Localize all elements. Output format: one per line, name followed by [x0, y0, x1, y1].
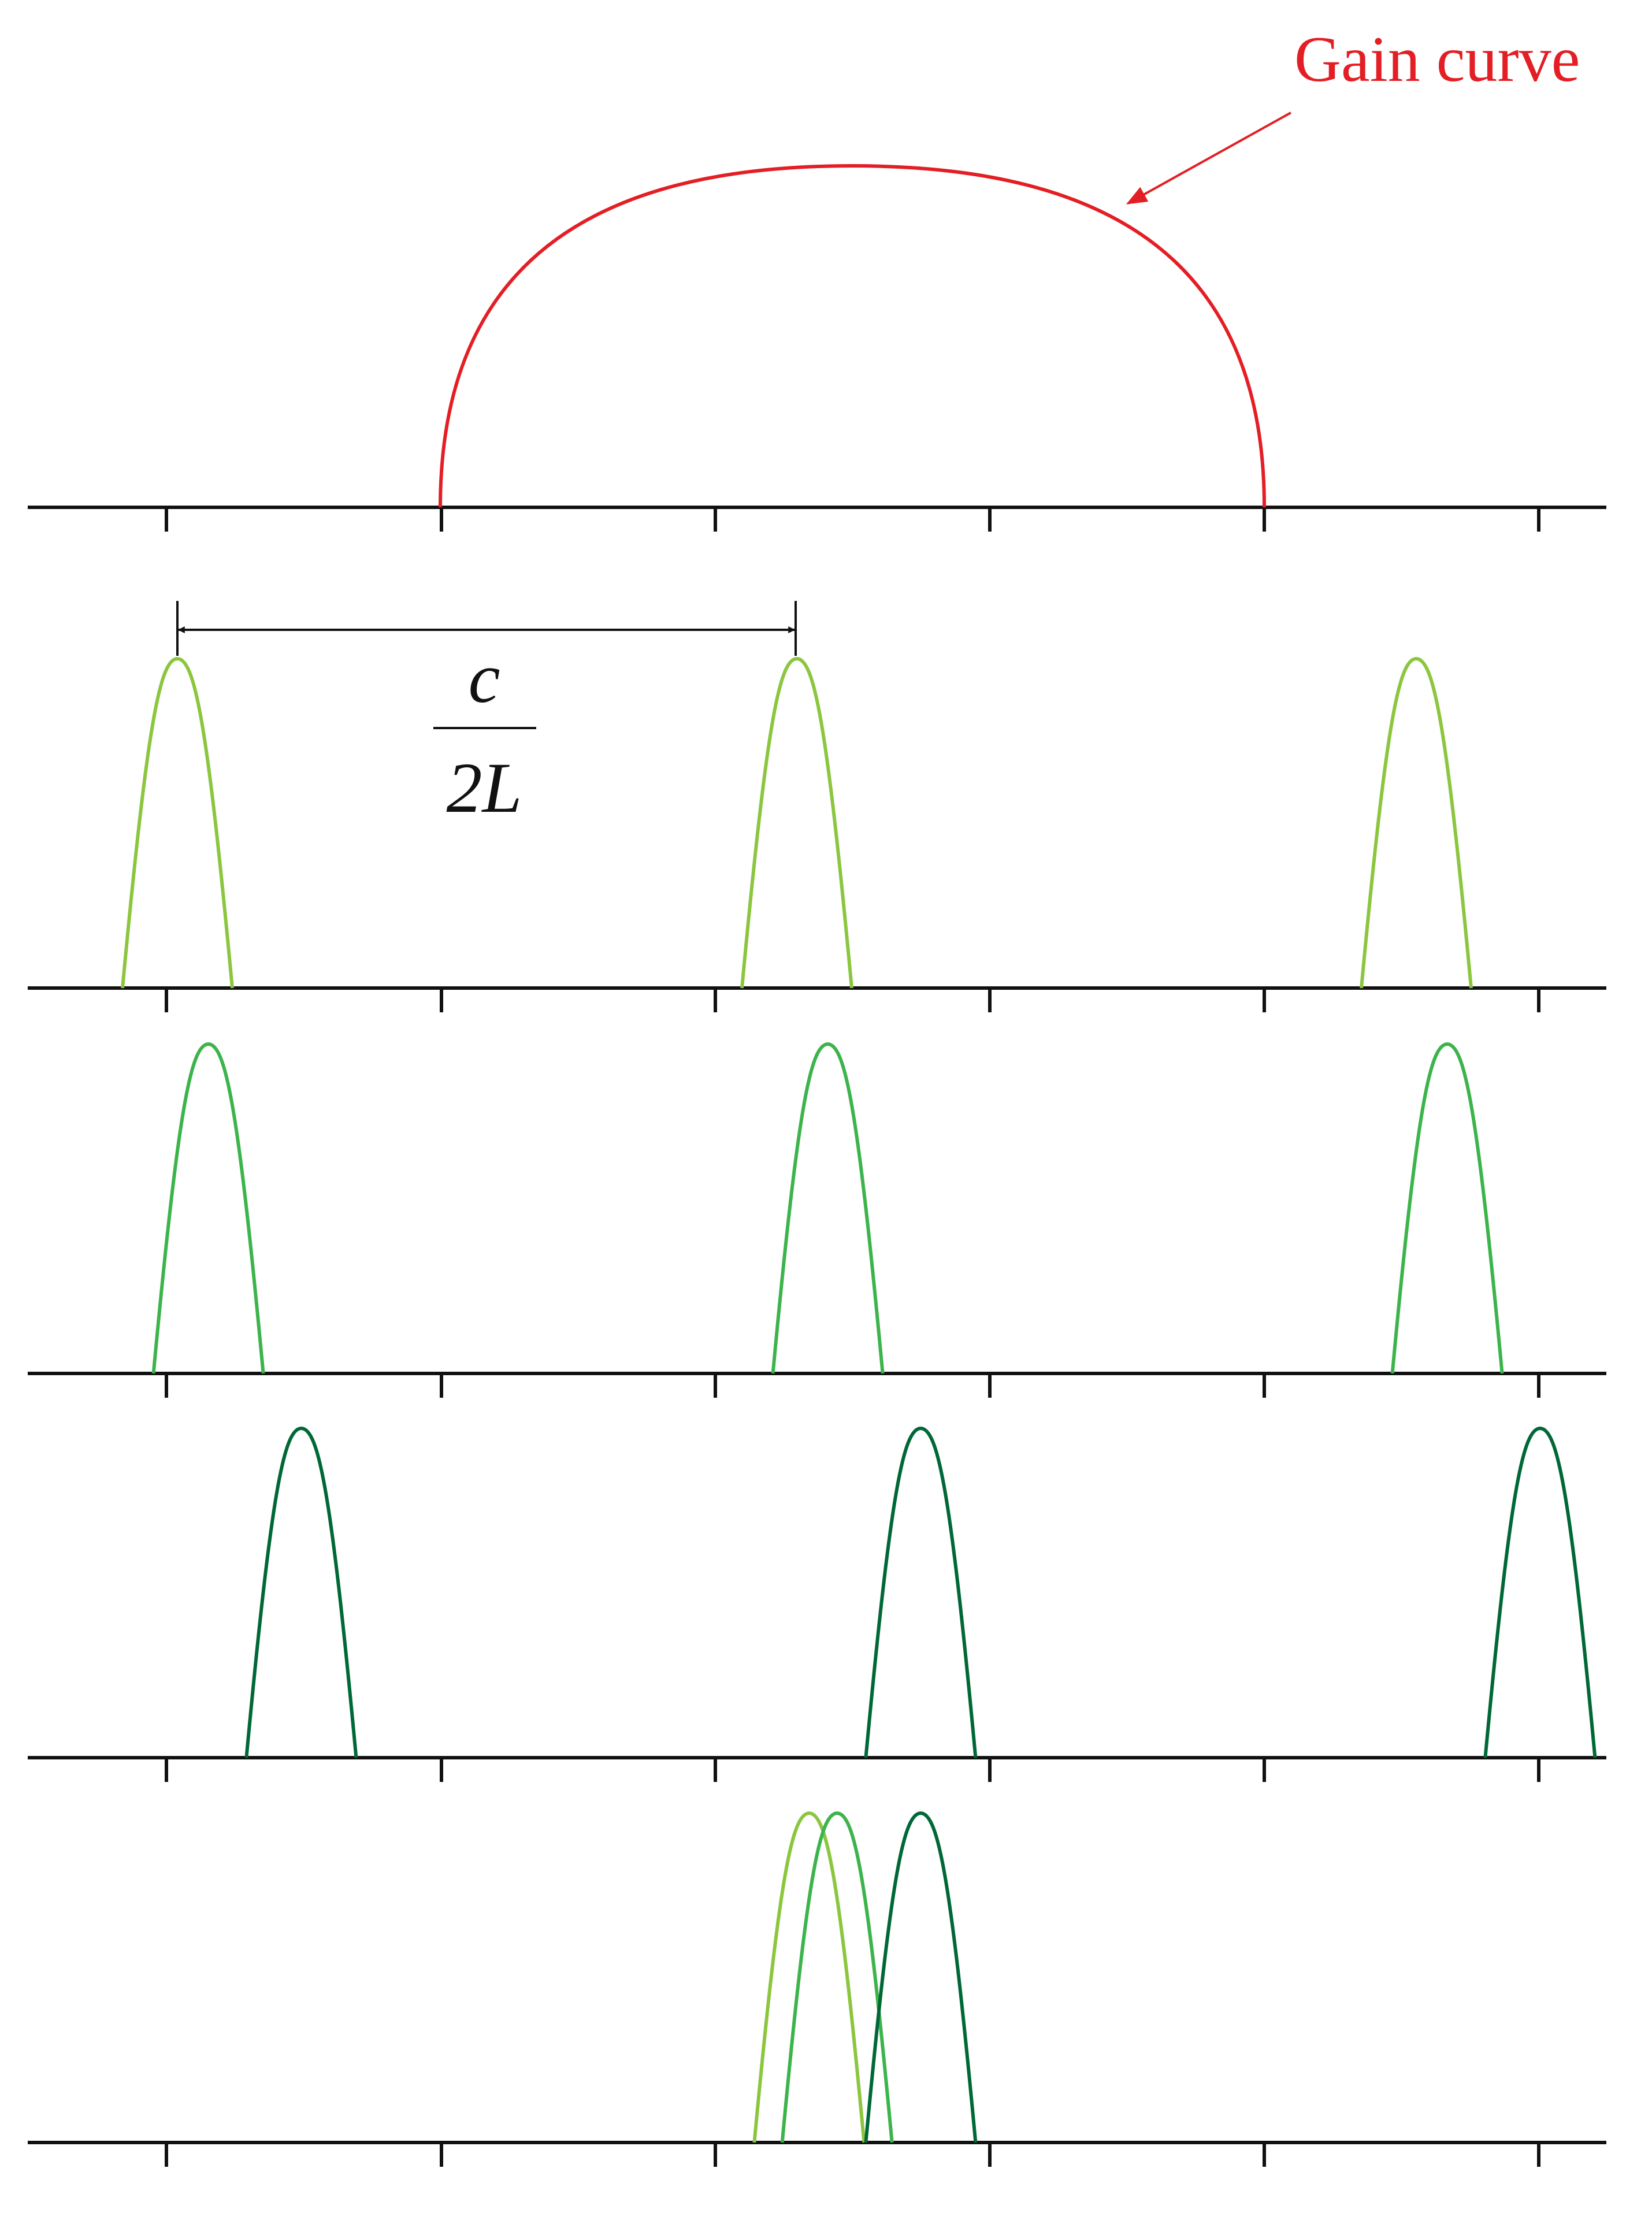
mode-peak: [771, 1042, 885, 1374]
mode-peak: [1360, 656, 1473, 989]
mode-peak: [151, 1042, 265, 1374]
mode-spacing-annotation: c 2L: [176, 601, 797, 827]
gain-curve-pointer-arrow: [1126, 112, 1291, 205]
mode-peak: [1483, 1426, 1597, 1758]
panels-layer: [28, 164, 1606, 2167]
gain-curve-label: Gain curve: [1294, 24, 1580, 95]
panel-gain-panel: [28, 164, 1606, 532]
mode-peak: [864, 1426, 978, 1758]
spacing-numerator: c: [468, 638, 500, 718]
mode-peak: [244, 1426, 358, 1758]
panel-modes-light: [28, 656, 1606, 1012]
panel-modes-medium: [28, 1042, 1606, 1398]
mode-peak: [780, 1811, 894, 2143]
mode-peak: [121, 656, 234, 989]
mode-peak: [864, 1811, 978, 2143]
mode-peak: [752, 1811, 866, 2143]
panel-modes-combined: [28, 1811, 1606, 2167]
gain-curve: [439, 164, 1266, 508]
panel-modes-dark: [28, 1426, 1606, 1782]
mode-peak: [740, 656, 853, 989]
spacing-denominator: 2L: [447, 748, 522, 827]
mode-peak: [1390, 1042, 1504, 1374]
